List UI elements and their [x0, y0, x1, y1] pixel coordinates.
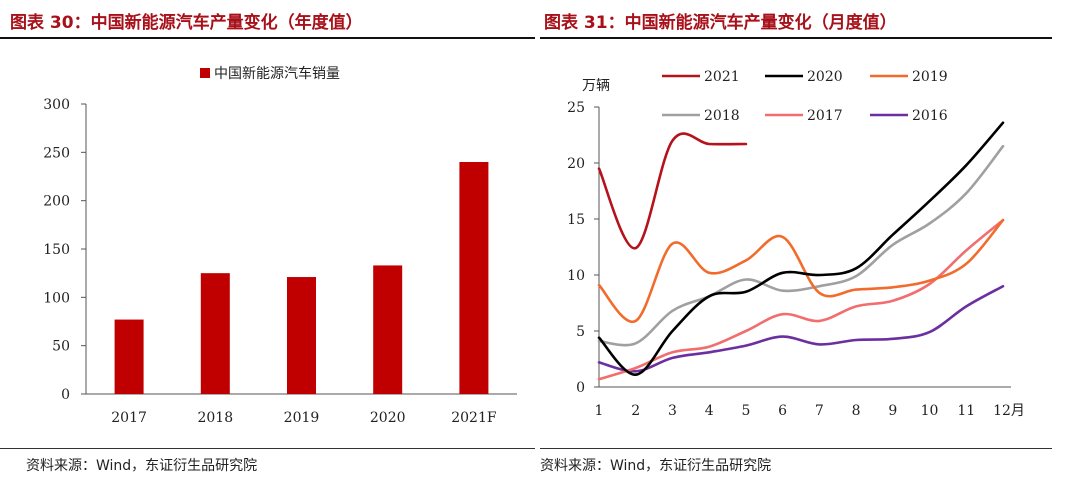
legend-swatch	[200, 68, 210, 78]
source-divider	[540, 448, 1052, 449]
y-tick-label: 100	[43, 290, 70, 306]
legend-label: 2017	[807, 108, 843, 124]
x-tick-label: 9	[888, 403, 897, 419]
title-divider	[0, 37, 535, 39]
source-note: 资料来源：Wind，东证衍生品研究院	[540, 458, 772, 474]
legend-label: 中国新能源汽车销量	[214, 65, 340, 82]
bar	[114, 319, 144, 394]
annual-chart-panel: 图表 30：中国新能源汽车产量变化（年度值） 0 50 100 150 200 250 30…	[0, 0, 535, 502]
title-divider	[540, 37, 1052, 39]
monthly-chart-title: 图表 31：中国新能源汽车产量变化（月度值）	[544, 13, 897, 33]
series-line-2016	[597, 284, 1005, 373]
y-tick-label: 15	[567, 212, 585, 228]
bar	[200, 273, 230, 394]
source-note: 资料来源：Wind，东证衍生品研究院	[26, 458, 258, 474]
x-tick-label: 2017	[111, 410, 147, 426]
x-tick-label: 10	[921, 403, 939, 419]
y-axis-unit: 万辆	[582, 78, 610, 94]
y-tick-label: 0	[576, 380, 585, 396]
y-tick-label: 300	[43, 97, 70, 113]
y-tick-label: 5	[576, 324, 585, 340]
monthly-chart-panel: 图表 31：中国新能源汽车产量变化（月度值） 0 5 10 15 20 25 万辆 1 2 3 4 5…	[540, 0, 1080, 502]
series-line-2018	[597, 144, 1005, 347]
x-tick-label: 2021F	[451, 410, 497, 426]
x-tick-label: 12月	[993, 403, 1025, 419]
legend-label: 2019	[912, 69, 948, 85]
x-tick-label: 2	[631, 403, 640, 419]
x-tick-label: 2018	[197, 410, 233, 426]
legend-label: 2021	[704, 69, 740, 85]
annual-bar-chart: 0 50 100 150 200 250 300 2017 2018 2019 2020 2021F 中…	[43, 65, 517, 426]
series-line-2021	[597, 132, 748, 250]
series-line-2020	[597, 121, 1005, 376]
y-tick-label: 250	[43, 145, 70, 161]
bar	[459, 162, 489, 394]
legend-label: 2018	[704, 108, 740, 124]
x-tick-label: 2020	[370, 410, 406, 426]
y-tick-label: 50	[52, 339, 70, 355]
y-tick-label: 10	[567, 268, 585, 284]
x-tick-label: 1	[595, 403, 604, 419]
monthly-line-chart: 0 5 10 15 20 25 万辆 1 2 3 4 5 6 7 8 9 10 11 12月 2021 2020 2019…	[567, 69, 1025, 419]
x-tick-label: 4	[705, 403, 714, 419]
y-tick-label: 20	[567, 156, 585, 172]
x-tick-label: 6	[778, 403, 787, 419]
legend-label: 2020	[807, 69, 843, 85]
bar	[287, 277, 316, 394]
series-line-2019	[597, 218, 1005, 323]
y-tick-label: 25	[567, 100, 585, 116]
x-tick-label: 11	[957, 403, 975, 419]
series-line-2017	[597, 218, 1005, 381]
bar	[373, 265, 403, 394]
x-tick-label: 5	[741, 403, 750, 419]
x-tick-label: 7	[815, 403, 824, 419]
y-tick-label: 0	[61, 387, 70, 403]
x-tick-label: 3	[668, 403, 677, 419]
x-tick-label: 8	[852, 403, 861, 419]
y-tick-label: 150	[43, 242, 70, 258]
legend-label: 2016	[912, 108, 948, 124]
source-divider	[0, 448, 535, 449]
y-tick-label: 200	[43, 194, 70, 210]
annual-chart-title: 图表 30：中国新能源汽车产量变化（年度值）	[10, 13, 363, 33]
x-tick-label: 2019	[284, 410, 320, 426]
